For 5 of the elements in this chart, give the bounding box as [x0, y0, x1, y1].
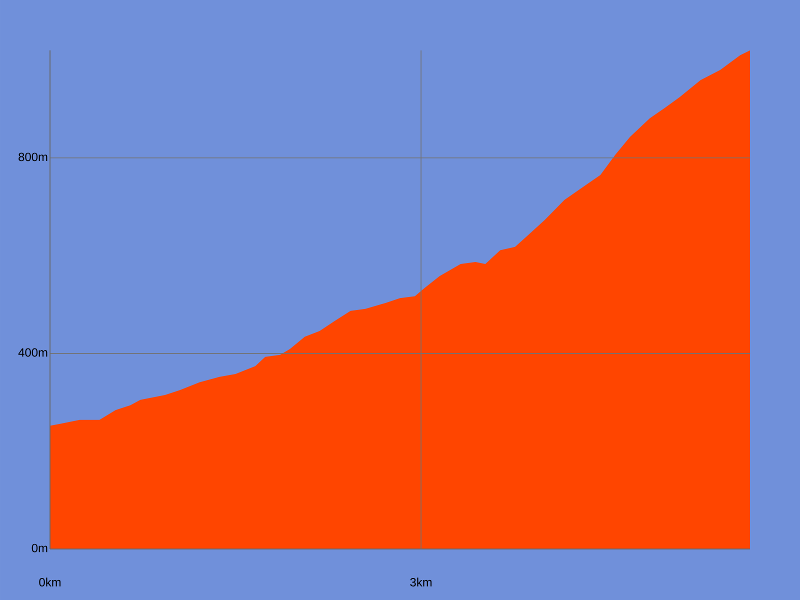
y-tick-label: 800m	[18, 152, 48, 162]
y-tick-label: 400m	[18, 348, 48, 357]
y-tick-label: 0m	[32, 544, 48, 552]
x-tick-label: 3km	[410, 578, 432, 586]
x-tick-label: 0km	[39, 578, 61, 586]
